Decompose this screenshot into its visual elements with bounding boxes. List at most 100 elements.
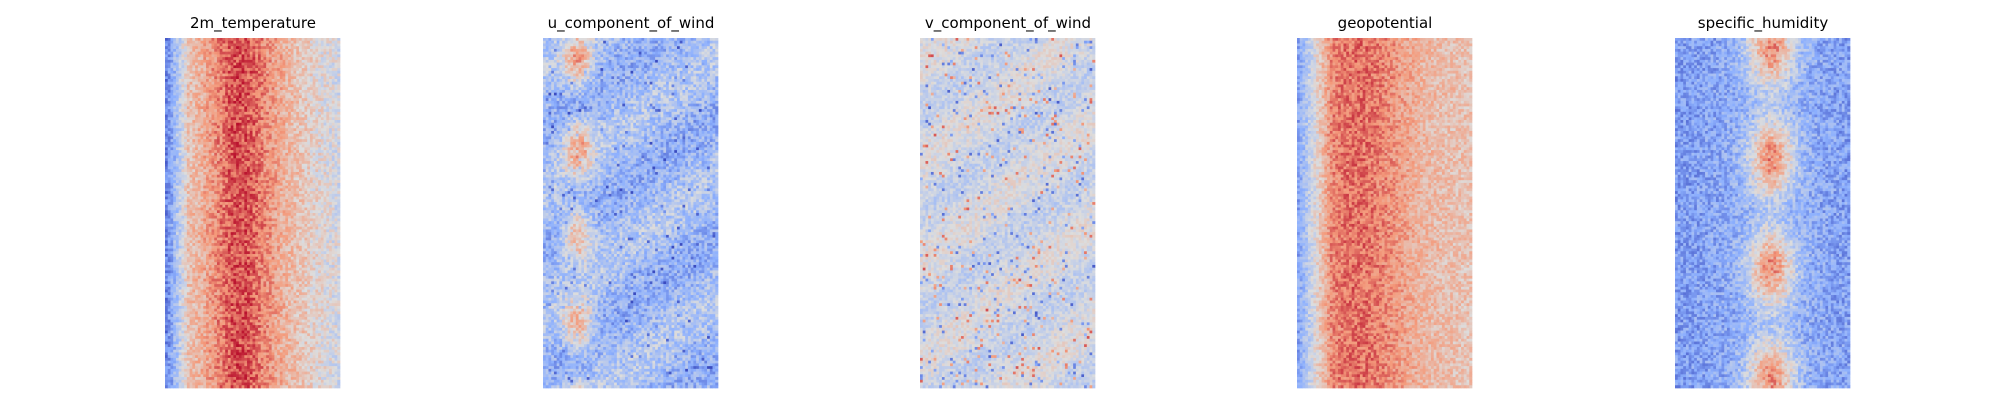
heatmap-cell <box>178 177 182 181</box>
heatmap-cell <box>312 103 316 107</box>
heatmap-cell <box>203 62 207 66</box>
heatmap-cell <box>230 185 234 189</box>
heatmap-cell <box>309 120 313 124</box>
heatmap-cell <box>195 180 199 184</box>
heatmap-cell <box>318 133 322 137</box>
heatmap-cell <box>247 48 251 53</box>
heatmap-cell <box>206 166 210 170</box>
heatmap-cell <box>178 65 182 69</box>
heatmap-cell <box>227 188 231 192</box>
heatmap-cell <box>238 84 242 88</box>
heatmap-cell <box>219 161 223 165</box>
heatmap-cell <box>329 215 333 219</box>
heatmap-cell <box>279 73 283 77</box>
heatmap-cell <box>206 139 210 143</box>
heatmap-cell <box>222 163 226 167</box>
heatmap-cell <box>238 100 242 104</box>
heatmap-cell <box>244 223 248 228</box>
heatmap-cell <box>211 57 215 61</box>
heatmap-cell <box>192 207 196 211</box>
heatmap-cell <box>165 204 169 208</box>
heatmap-cell <box>293 223 297 228</box>
heatmap-cell <box>263 229 267 233</box>
heatmap-cell <box>227 248 231 252</box>
heatmap-cell <box>192 174 196 178</box>
heatmap-cell <box>173 128 177 132</box>
heatmap-cell <box>307 136 311 140</box>
heatmap-cell <box>282 232 286 236</box>
heatmap-cell <box>181 188 185 192</box>
heatmap-cell <box>236 158 240 162</box>
heatmap-cell <box>282 43 286 47</box>
heatmap-cell <box>326 133 330 137</box>
heatmap-cell <box>173 54 177 58</box>
heatmap-cell <box>315 95 319 99</box>
heatmap-cell <box>189 84 193 88</box>
heatmap-cell <box>200 169 204 173</box>
heatmap-cell <box>312 109 316 113</box>
heatmap-cell <box>315 57 319 61</box>
heatmap-cell <box>192 188 196 192</box>
heatmap-cell <box>285 114 289 118</box>
heatmap-cell <box>288 122 292 126</box>
heatmap-cell <box>186 199 190 203</box>
heatmap-cell <box>175 106 180 110</box>
heatmap-cell <box>219 202 223 206</box>
heatmap-cell <box>260 98 264 102</box>
heatmap-cell <box>178 40 182 44</box>
heatmap-cell <box>206 120 210 124</box>
heatmap-cell <box>337 40 341 44</box>
heatmap-cell <box>331 73 335 77</box>
heatmap-cell <box>216 38 221 42</box>
heatmap-cell <box>323 48 327 53</box>
heatmap-cell <box>249 139 253 143</box>
heatmap-cell <box>315 51 319 55</box>
heatmap-cell <box>241 144 245 148</box>
heatmap-cell <box>247 40 251 44</box>
heatmap-cell <box>279 117 283 121</box>
heatmap-cell <box>197 40 201 44</box>
heatmap-cell <box>331 68 335 72</box>
heatmap-cell <box>309 84 313 88</box>
heatmap-cell <box>236 210 240 214</box>
heatmap-cell <box>186 51 190 55</box>
heatmap-cell <box>315 109 319 113</box>
heatmap-cell <box>307 57 311 61</box>
heatmap-cell <box>227 196 231 200</box>
heatmap-cell <box>175 204 180 208</box>
heatmap-cell <box>296 128 300 132</box>
heatmap-cell <box>244 73 248 77</box>
heatmap-cell <box>307 202 311 206</box>
heatmap-cell <box>290 89 294 94</box>
heatmap-cell <box>184 103 188 107</box>
heatmap-cell <box>298 237 303 241</box>
heatmap-cell <box>216 169 221 173</box>
heatmap-cell <box>315 43 319 47</box>
heatmap-cell <box>255 133 259 137</box>
heatmap-cell <box>178 229 182 233</box>
heatmap-cell <box>298 185 303 189</box>
heatmap-cell <box>290 229 294 233</box>
heatmap-cell <box>247 79 251 83</box>
heatmap-cell <box>309 76 313 80</box>
heatmap-cell <box>238 120 242 124</box>
heatmap-cell <box>178 38 182 42</box>
heatmap-cell <box>307 65 311 69</box>
heatmap-cell <box>318 141 322 145</box>
heatmap-cell <box>298 62 303 66</box>
heatmap-cell <box>225 98 229 102</box>
heatmap-cell <box>233 245 237 249</box>
heatmap-cell <box>309 109 313 113</box>
heatmap-cell <box>331 136 335 140</box>
heatmap-cell <box>329 59 333 63</box>
heatmap-cell <box>195 54 199 58</box>
heatmap-cell <box>293 171 297 176</box>
heatmap-cell <box>307 117 311 121</box>
heatmap-cell <box>200 81 204 85</box>
heatmap-cell <box>227 65 231 69</box>
heatmap-cell <box>279 215 283 219</box>
heatmap-cell <box>175 150 180 154</box>
heatmap-cell <box>186 182 190 186</box>
heatmap-cell <box>312 188 316 192</box>
heatmap-cell <box>249 100 253 104</box>
